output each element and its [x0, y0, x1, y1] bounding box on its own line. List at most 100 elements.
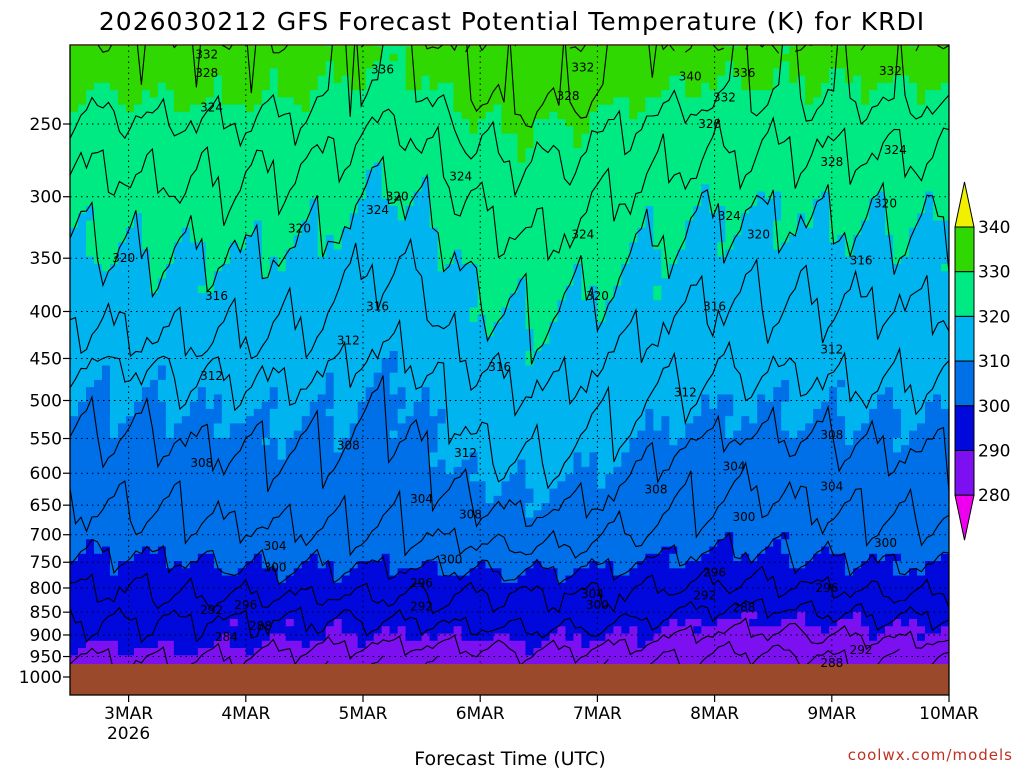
band-cell — [565, 474, 575, 577]
band-cell — [453, 575, 463, 627]
band-cell — [285, 575, 295, 620]
band-cell — [621, 575, 630, 635]
band-cell — [613, 466, 622, 577]
y-tick-label: 800 — [30, 579, 62, 599]
band-cell — [685, 619, 694, 678]
band-cell — [509, 133, 519, 294]
contour-label: 332 — [195, 47, 218, 61]
colorbar-label: 300 — [978, 397, 1010, 417]
band-cell — [333, 82, 343, 251]
x-tick-label: 10MAR — [919, 704, 979, 724]
band-cell — [237, 104, 247, 251]
band-cell — [93, 553, 103, 642]
band-cell — [757, 45, 766, 91]
band-cell — [557, 481, 567, 584]
band-cell — [485, 503, 495, 569]
band-cell — [653, 430, 662, 555]
band-cell — [525, 517, 535, 569]
band-cell — [85, 387, 95, 540]
y-tick-label: 950 — [30, 648, 62, 668]
band-cell — [837, 619, 846, 678]
band-cell — [301, 111, 311, 222]
band-cell — [341, 227, 351, 439]
contour-label: 308 — [459, 507, 482, 521]
band-cell — [925, 401, 934, 562]
band-cell — [893, 408, 902, 439]
band-cell — [789, 45, 798, 48]
band-cell — [181, 227, 191, 417]
contour-label: 320 — [586, 289, 609, 303]
band-cell — [453, 45, 463, 113]
band-cell — [669, 45, 678, 77]
band-cell — [477, 640, 487, 678]
band-cell — [597, 104, 606, 323]
band-cell — [821, 191, 830, 403]
band-cell — [717, 45, 726, 77]
band-cell — [829, 553, 838, 627]
band-cell — [237, 249, 247, 424]
y-tick-label: 350 — [30, 249, 62, 269]
band-cell — [173, 242, 183, 424]
band-cell — [597, 568, 606, 642]
contour-304 — [70, 461, 949, 559]
band-cell — [805, 227, 814, 424]
contour-label: 296 — [815, 581, 838, 595]
band-cell — [157, 365, 167, 381]
band-cell — [893, 264, 902, 410]
band-cell — [573, 633, 583, 678]
band-cell — [453, 249, 463, 468]
band-cell — [749, 561, 758, 613]
contour-324 — [70, 108, 949, 262]
band-cell — [373, 372, 383, 562]
band-cell — [805, 45, 814, 106]
band-cell — [877, 633, 886, 678]
band-cell — [117, 423, 127, 562]
band-cell — [485, 111, 495, 338]
contour-316 — [70, 237, 949, 417]
band-cell — [261, 401, 271, 439]
band-cell — [541, 343, 551, 504]
band-cell — [197, 45, 207, 106]
band-cell — [405, 46, 415, 91]
band-cell — [277, 633, 287, 678]
band-cell — [525, 148, 535, 330]
band-cell — [149, 292, 159, 381]
band-cell — [349, 423, 359, 569]
band-cell — [877, 45, 886, 84]
band-cell — [741, 611, 750, 678]
band-cell — [461, 45, 471, 120]
band-cell — [597, 488, 606, 569]
band-cell — [109, 264, 119, 439]
band-cell — [293, 235, 303, 432]
band-cell — [77, 553, 87, 649]
band-cell — [141, 546, 151, 649]
band-cell — [373, 45, 383, 48]
y-tick-label: 850 — [30, 603, 62, 623]
colorbar-segment — [954, 271, 975, 317]
band-cell — [341, 575, 351, 635]
band-cell — [517, 575, 527, 642]
band-cell — [557, 119, 567, 301]
colorbar-label: 310 — [978, 352, 1010, 372]
band-cell — [189, 401, 199, 562]
band-cell — [861, 220, 870, 424]
band-cell — [725, 249, 734, 396]
band-cell — [301, 648, 311, 678]
band-cell — [205, 292, 215, 410]
colorbar-label: 280 — [978, 486, 1010, 506]
band-cell — [229, 104, 239, 243]
band-cell — [693, 619, 702, 627]
band-cell — [237, 568, 247, 649]
y-tick-label: 550 — [30, 430, 62, 450]
band-cell — [885, 626, 894, 678]
band-cell — [70, 227, 79, 417]
contour-label: 324 — [571, 228, 594, 242]
contour-300 — [70, 531, 949, 586]
contour-label: 300 — [732, 510, 755, 524]
band-cell — [781, 539, 790, 555]
band-cell — [677, 568, 686, 627]
band-cell — [797, 611, 806, 678]
band-cell — [733, 430, 742, 562]
band-cell — [421, 387, 431, 562]
